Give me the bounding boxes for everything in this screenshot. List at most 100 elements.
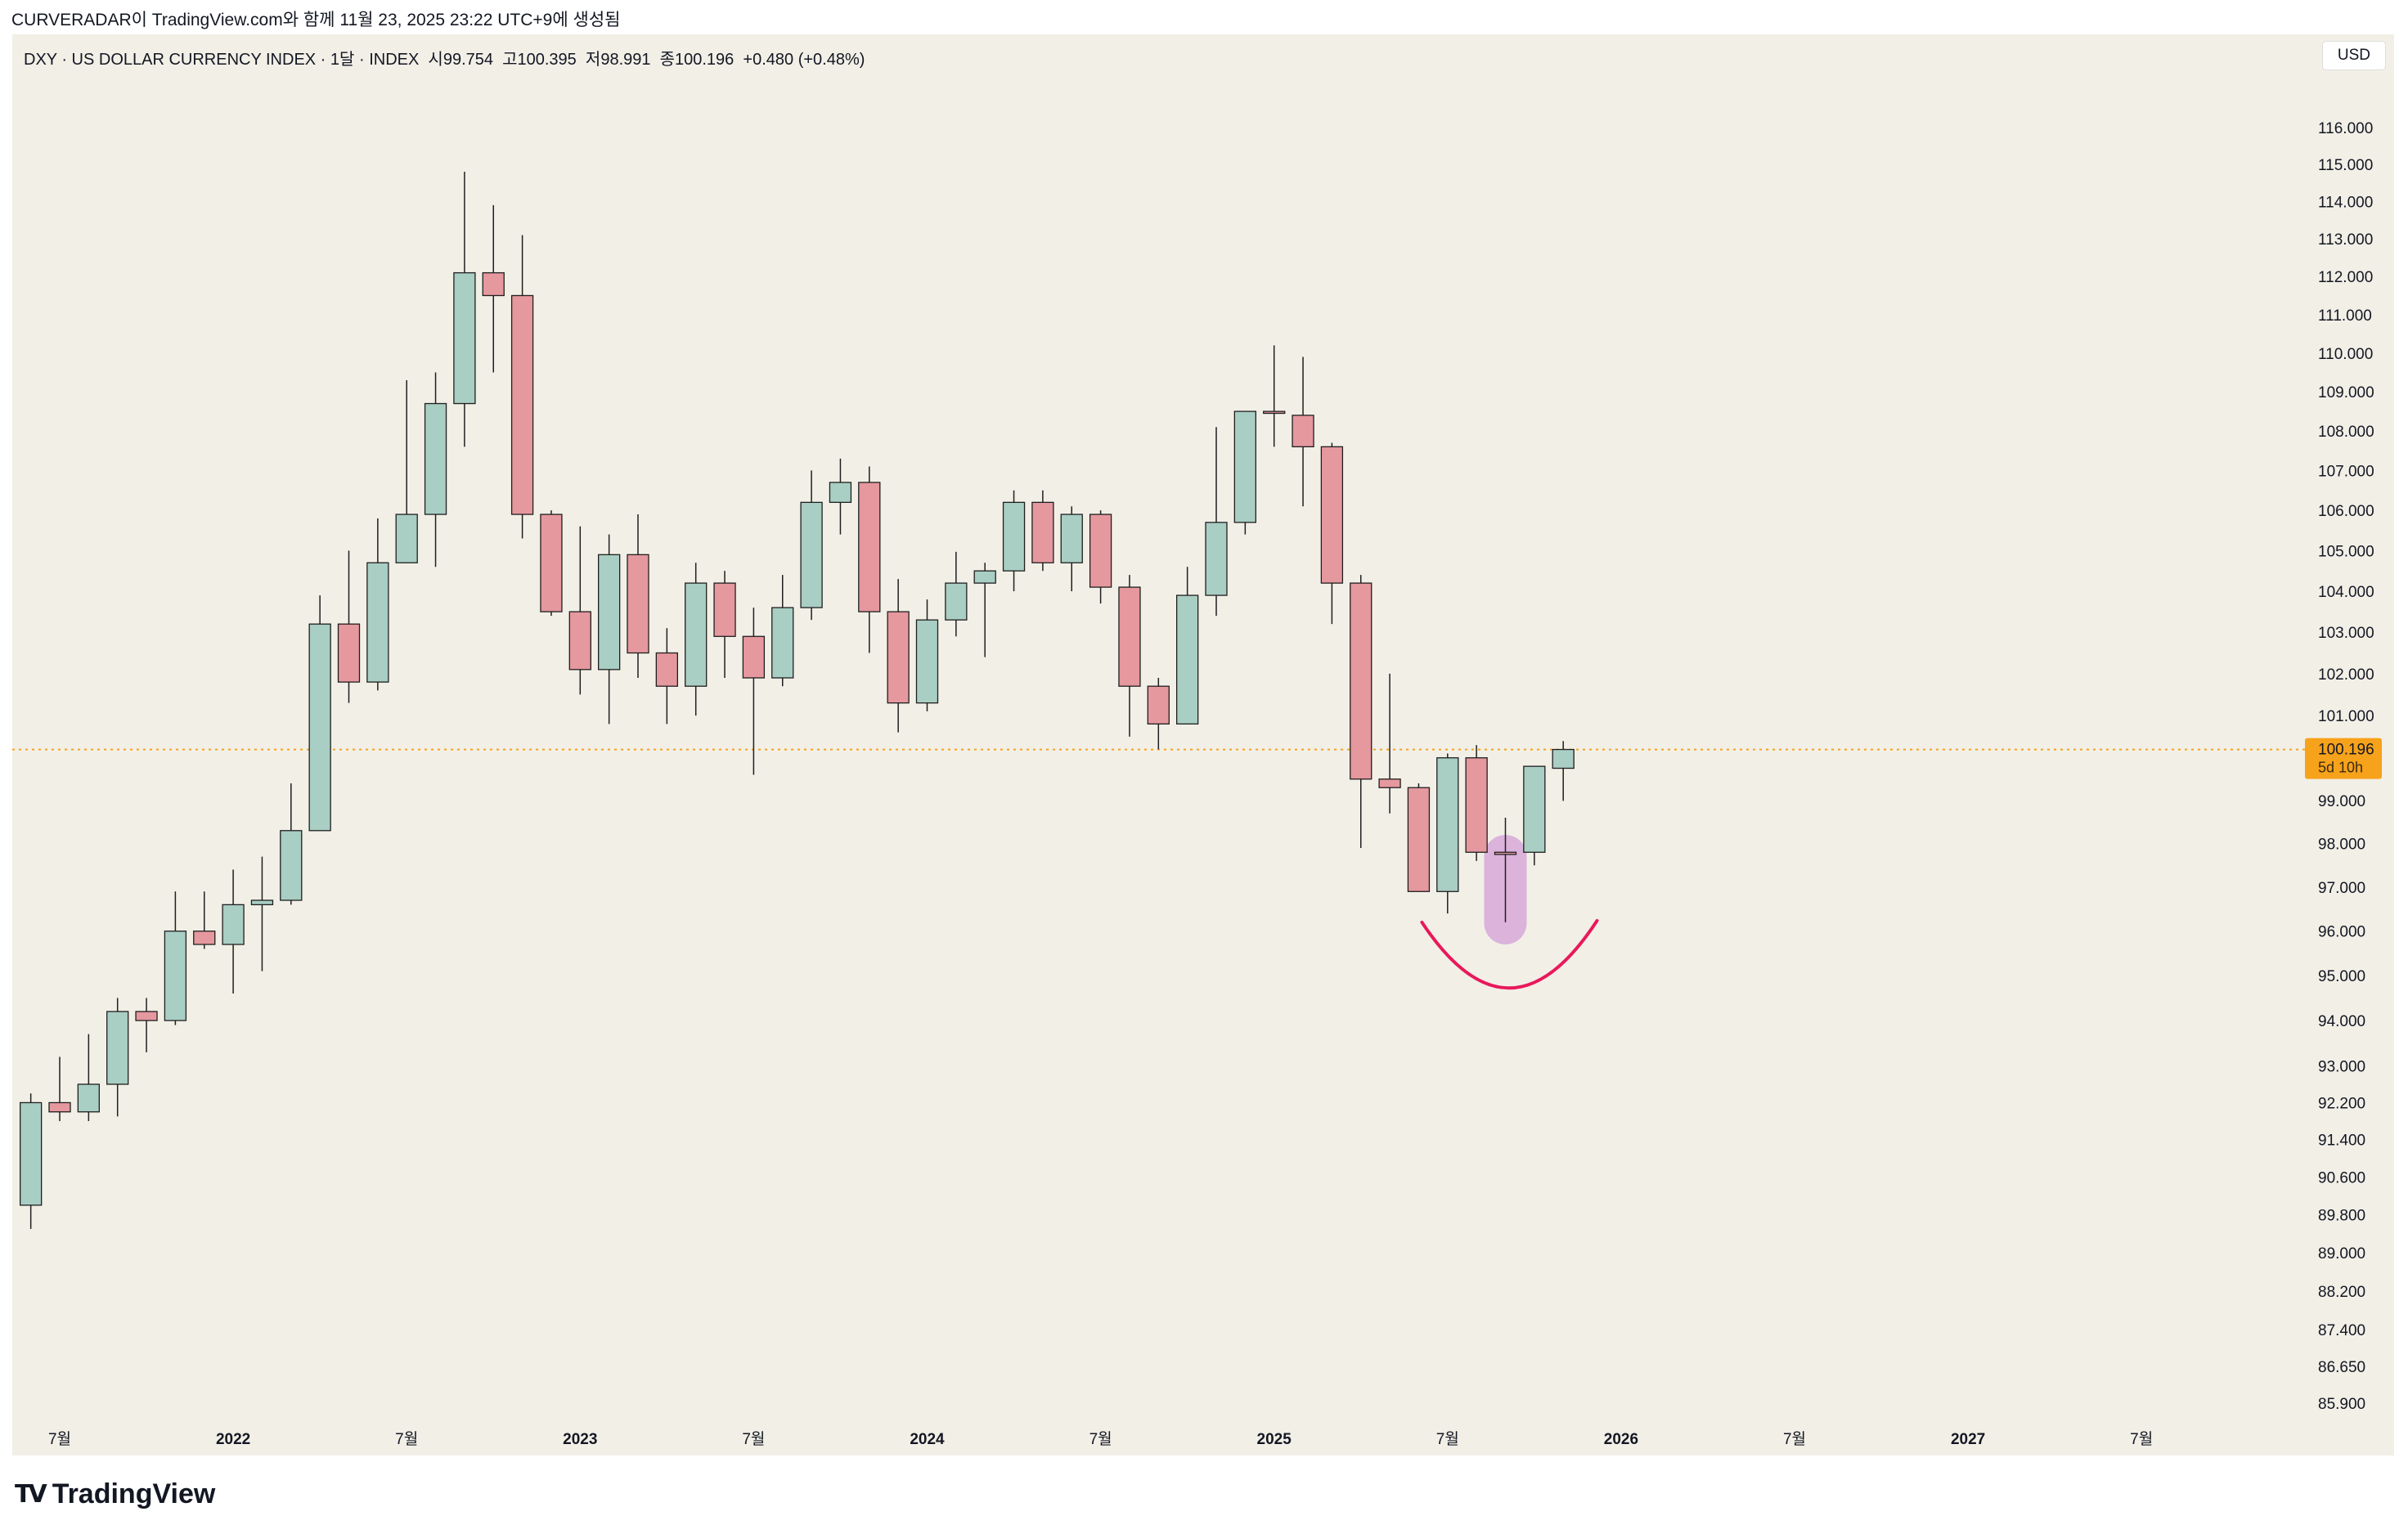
candle-up [280,830,303,901]
time-tick-label: 2022 [216,1431,250,1448]
time-tick-label: 7월 [2130,1430,2153,1448]
candle-down [1147,685,1170,725]
candle-up [1002,501,1026,572]
candle-up [598,554,621,671]
candle-up [800,501,823,608]
candlestick-chart[interactable]: 116.000 115.000 114.000 113.000 112.000 111.0… [12,34,2394,1456]
price-tick-label: 93.000 [2318,1059,2365,1076]
candle-down [1407,787,1431,892]
candle-down [540,514,563,612]
price-tick-label: 91.400 [2318,1133,2365,1150]
candle-up [771,607,794,679]
logo-text: TradingView [52,1478,216,1509]
price-tick-label: 94.000 [2318,1013,2365,1030]
candle-down [655,652,678,687]
candle-down [627,554,649,654]
price-tick-label: 105.000 [2318,543,2374,560]
candle-up [77,1083,100,1113]
time-tick-label: 7월 [1436,1430,1459,1448]
candle-down [742,635,766,679]
price-tick-label: 101.000 [2318,708,2374,725]
price-tick-label: 88.200 [2318,1284,2365,1301]
candle-up [1436,757,1459,892]
price-tick-label: 112.000 [2318,269,2373,286]
candle-down [510,294,534,515]
time-tick-label: 7월 [1783,1430,1806,1448]
candle-up [395,514,418,563]
tradingview-logo[interactable]: 𝗧𝗩 TradingView [15,1478,215,1510]
price-tick-label: 108.000 [2318,424,2374,441]
last-price-badge [2305,738,2382,779]
candle-down [1465,757,1488,853]
candle-down [1378,778,1401,788]
last-price-label: 100.196 [2318,742,2374,759]
candle-down [713,582,736,637]
countdown-label: 5d 10h [2318,760,2363,776]
currency-button[interactable]: USD [2321,41,2386,70]
price-tick-label: 96.000 [2318,924,2365,941]
time-tick-label: 2024 [910,1431,945,1448]
price-tick-label: 110.000 [2318,346,2373,363]
candle-up [1060,514,1083,563]
candle-down [1263,410,1286,415]
candle-up [1176,594,1199,725]
candle-down [1292,415,1314,448]
symbol-legend: DXY · US DOLLAR CURRENCY INDEX · 1달 · IN… [24,51,865,69]
tradingview-logo-icon: 𝗧𝗩 [15,1481,47,1508]
candle-down [193,931,216,945]
candle-up [945,582,968,621]
time-tick-label: 7월 [395,1430,418,1448]
price-tick-label: 113.000 [2318,231,2373,249]
candle-up [915,619,939,704]
price-tick-label: 86.650 [2318,1359,2365,1376]
price-tick-label: 97.000 [2318,880,2365,897]
candle-up [250,899,274,906]
candle-down [1031,501,1054,563]
candle-down [887,611,910,704]
price-tick-label: 99.000 [2318,793,2365,810]
time-tick-label: 2025 [1257,1431,1292,1448]
candle-down [1350,582,1372,780]
candle-up [222,904,245,945]
price-tick-label: 85.900 [2318,1396,2365,1413]
price-tick-label: 90.600 [2318,1169,2365,1186]
price-tick-label: 109.000 [2318,384,2374,401]
candle-up [829,482,852,504]
smile-arc-annotation [1420,918,1599,990]
price-tick-label: 95.000 [2318,968,2365,985]
candle-up [1523,765,1546,853]
candle-up [1205,522,1228,596]
candle-up [685,582,708,687]
time-tick-label: 2023 [563,1431,597,1448]
candle-down [48,1101,71,1113]
price-tick-label: 89.000 [2318,1245,2365,1263]
time-tick-label: 7월 [48,1430,71,1448]
candle-down [1089,514,1112,588]
price-tick-label: 87.400 [2318,1322,2365,1339]
price-tick-label: 92.200 [2318,1095,2365,1112]
candle-down [337,623,361,683]
price-tick-label: 89.800 [2318,1207,2365,1224]
price-tick-label: 104.000 [2318,584,2374,601]
candle-up [366,562,389,683]
price-tick-label: 116.000 [2318,120,2373,137]
candle-up [1552,748,1575,769]
time-tick-label: 7월 [1089,1430,1112,1448]
candle-down [1320,446,1344,584]
price-tick-label: 102.000 [2318,666,2374,684]
candle-down [858,482,881,612]
candle-up [973,570,996,584]
candle-up [453,271,476,405]
time-tick-label: 2027 [1951,1431,1985,1448]
chart-panel[interactable]: 116.000 115.000 114.000 113.000 112.000 111.0… [12,34,2394,1456]
candle-down [1494,851,1517,855]
time-tick-label: 7월 [742,1430,765,1448]
price-tick-label: 114.000 [2318,194,2373,211]
price-tick-label: 98.000 [2318,837,2365,854]
candle-up [19,1101,43,1206]
price-tick-label: 111.000 [2318,307,2372,325]
time-tick-label: 2026 [1604,1431,1638,1448]
price-tick-label: 106.000 [2318,503,2374,520]
candle-up [106,1011,129,1085]
candle-down [135,1011,158,1021]
